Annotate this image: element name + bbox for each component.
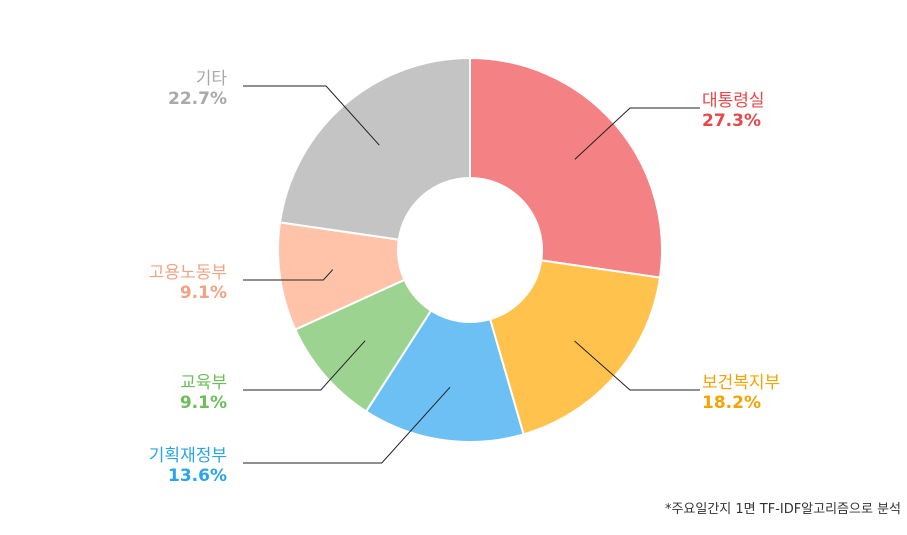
leader-line-goyongnodongbu bbox=[243, 269, 334, 281]
leader-line-bokjibu bbox=[574, 340, 700, 391]
leader-line-daetongryeongsil bbox=[574, 107, 700, 160]
slice-value-bokjibu: 18.2% bbox=[702, 393, 761, 413]
slice-gita bbox=[278, 56, 471, 241]
slice-value-goyongnodongbu: 9.1% bbox=[180, 283, 227, 303]
slice-label-daetongryeongsil: 대통령실 bbox=[702, 91, 765, 111]
slice-label-goyongnodongbu: 고용노동부 bbox=[149, 263, 227, 283]
slice-daetongryeongsil bbox=[469, 56, 663, 279]
slice-label-bokjibu: 보건복지부 bbox=[702, 373, 780, 393]
slice-value-daetongryeongsil: 27.3% bbox=[702, 111, 761, 131]
slice-bokjibu bbox=[488, 259, 662, 436]
leader-line-gyoyukbu bbox=[243, 340, 366, 391]
slice-gihoekjaejeongbu bbox=[364, 309, 525, 443]
slice-label-gita: 기타 bbox=[196, 69, 228, 89]
slice-value-gita: 22.7% bbox=[168, 89, 227, 109]
leader-line-gihoekjaejeongbu bbox=[243, 386, 451, 464]
slice-label-gihoekjaejeongbu: 기획재정부 bbox=[149, 446, 227, 466]
slice-value-gyoyukbu: 9.1% bbox=[180, 393, 227, 413]
slice-value-gihoekjaejeongbu: 13.6% bbox=[168, 466, 227, 486]
slice-label-gyoyukbu: 교육부 bbox=[180, 373, 227, 393]
footnote: *주요일간지 1면 TF-IDF알고리즘으로 분석 bbox=[664, 502, 901, 517]
leader-line-gita bbox=[243, 85, 380, 146]
